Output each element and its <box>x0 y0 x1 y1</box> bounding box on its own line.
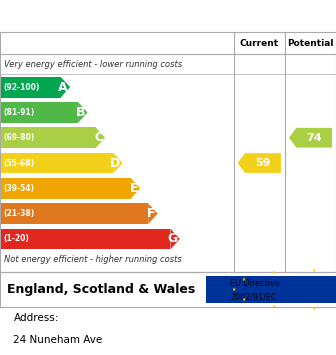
Text: 24 Nuneham Ave: 24 Nuneham Ave <box>13 335 103 345</box>
Text: Potential: Potential <box>287 39 334 48</box>
Text: ★: ★ <box>312 306 317 311</box>
Text: EU Directive: EU Directive <box>230 279 280 288</box>
Polygon shape <box>131 178 140 199</box>
Bar <box>1 127 96 148</box>
Bar <box>1 153 113 173</box>
Text: D: D <box>110 157 121 170</box>
Text: (55-68): (55-68) <box>3 159 34 168</box>
Text: ★: ★ <box>231 287 236 292</box>
Polygon shape <box>148 203 158 224</box>
Text: ★: ★ <box>312 268 317 273</box>
Text: ★: ★ <box>271 304 276 308</box>
Text: England, Scotland & Wales: England, Scotland & Wales <box>7 283 196 296</box>
Text: Current: Current <box>240 39 279 48</box>
Text: E: E <box>130 182 138 195</box>
Text: A: A <box>58 81 68 94</box>
Bar <box>206 276 336 303</box>
Bar <box>1 102 78 123</box>
Polygon shape <box>238 153 281 173</box>
Text: (1-20): (1-20) <box>3 234 29 244</box>
Text: (92-100): (92-100) <box>3 83 40 92</box>
Text: (81-91): (81-91) <box>3 108 35 117</box>
Text: F: F <box>147 207 156 220</box>
Text: (39-54): (39-54) <box>3 184 34 193</box>
Text: 74: 74 <box>306 133 322 143</box>
Text: G: G <box>168 233 178 245</box>
Text: Not energy efficient - higher running costs: Not energy efficient - higher running co… <box>4 255 182 264</box>
Text: (69-80): (69-80) <box>3 133 35 142</box>
Text: ★: ★ <box>271 270 276 275</box>
Text: 2002/91/EC: 2002/91/EC <box>230 293 277 302</box>
Text: 59: 59 <box>255 158 271 168</box>
Bar <box>1 229 170 249</box>
Text: (21-38): (21-38) <box>3 209 35 218</box>
Bar <box>1 77 60 98</box>
Polygon shape <box>96 127 105 148</box>
Text: Energy Efficiency Rating: Energy Efficiency Rating <box>53 7 283 25</box>
Polygon shape <box>113 153 123 173</box>
Text: C: C <box>94 131 103 144</box>
Bar <box>1 178 131 199</box>
Polygon shape <box>78 102 88 123</box>
Text: Address:: Address: <box>13 312 59 323</box>
Polygon shape <box>170 229 180 249</box>
Polygon shape <box>289 128 332 148</box>
Text: ★: ★ <box>242 297 247 302</box>
Polygon shape <box>60 77 70 98</box>
Bar <box>1 203 148 224</box>
Text: B: B <box>76 106 86 119</box>
Text: Very energy efficient - lower running costs: Very energy efficient - lower running co… <box>4 60 182 69</box>
Text: ★: ★ <box>242 277 247 282</box>
